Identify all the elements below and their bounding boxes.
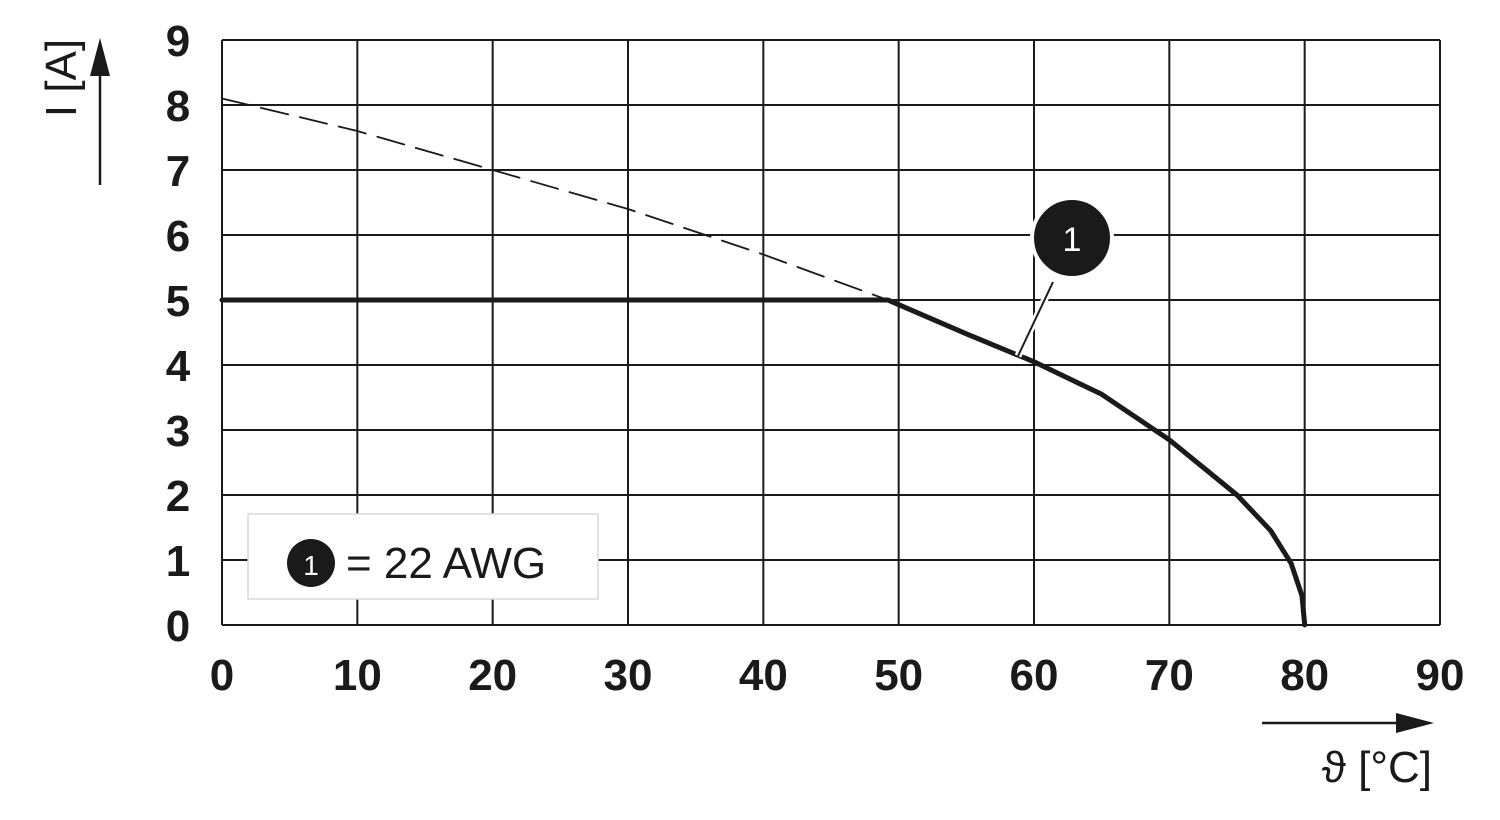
y-tick-label: 5: [166, 277, 190, 326]
y-axis-ticks: 0 1 2 3 4 5 6 7 8 9: [166, 17, 191, 651]
x-axis-arrow-head: [1396, 713, 1434, 733]
x-tick-label: 80: [1280, 651, 1329, 700]
x-tick-label: 90: [1416, 651, 1465, 700]
series-group: [219, 97, 1308, 628]
x-axis-ticks: 0 10 20 30 40 50 60 70 80 90: [210, 651, 1465, 700]
y-tick-label: 0: [166, 602, 190, 651]
legend: 1 = 22 AWG: [247, 513, 599, 600]
legend-marker: [287, 539, 335, 587]
grid: [221, 39, 1441, 626]
x-tick-label: 60: [1010, 651, 1059, 700]
y-axis-title: I [A]: [37, 39, 86, 117]
y-tick-label: 4: [166, 342, 191, 391]
y-tick-label: 3: [166, 407, 190, 456]
x-tick-label: 40: [739, 651, 788, 700]
y-tick-label: 6: [166, 212, 190, 261]
series-dashed-line: [221, 97, 889, 301]
series-line: [219, 297, 1308, 628]
x-tick-label: 50: [874, 651, 923, 700]
y-tick-label: 2: [166, 472, 190, 521]
callout-badge-label: 1: [1063, 221, 1082, 259]
y-tick-label: 8: [166, 82, 190, 131]
x-axis-title: ϑ [°C]: [1322, 743, 1432, 792]
curve-callout: 1: [1014, 196, 1114, 358]
legend-text: = 22 AWG: [346, 539, 546, 588]
callout-badge: [1030, 196, 1114, 280]
x-tick-label: 0: [210, 651, 234, 700]
x-tick-label: 70: [1145, 651, 1194, 700]
y-tick-label: 9: [166, 17, 190, 66]
legend-marker-label: 1: [303, 550, 319, 581]
x-tick-label: 30: [604, 651, 653, 700]
x-tick-label: 10: [333, 651, 382, 700]
y-tick-label: 7: [166, 147, 190, 196]
x-tick-label: 20: [468, 651, 517, 700]
y-tick-label: 1: [166, 537, 190, 586]
y-axis-arrow-head: [90, 38, 110, 76]
callout-leader-line: [1017, 281, 1054, 357]
